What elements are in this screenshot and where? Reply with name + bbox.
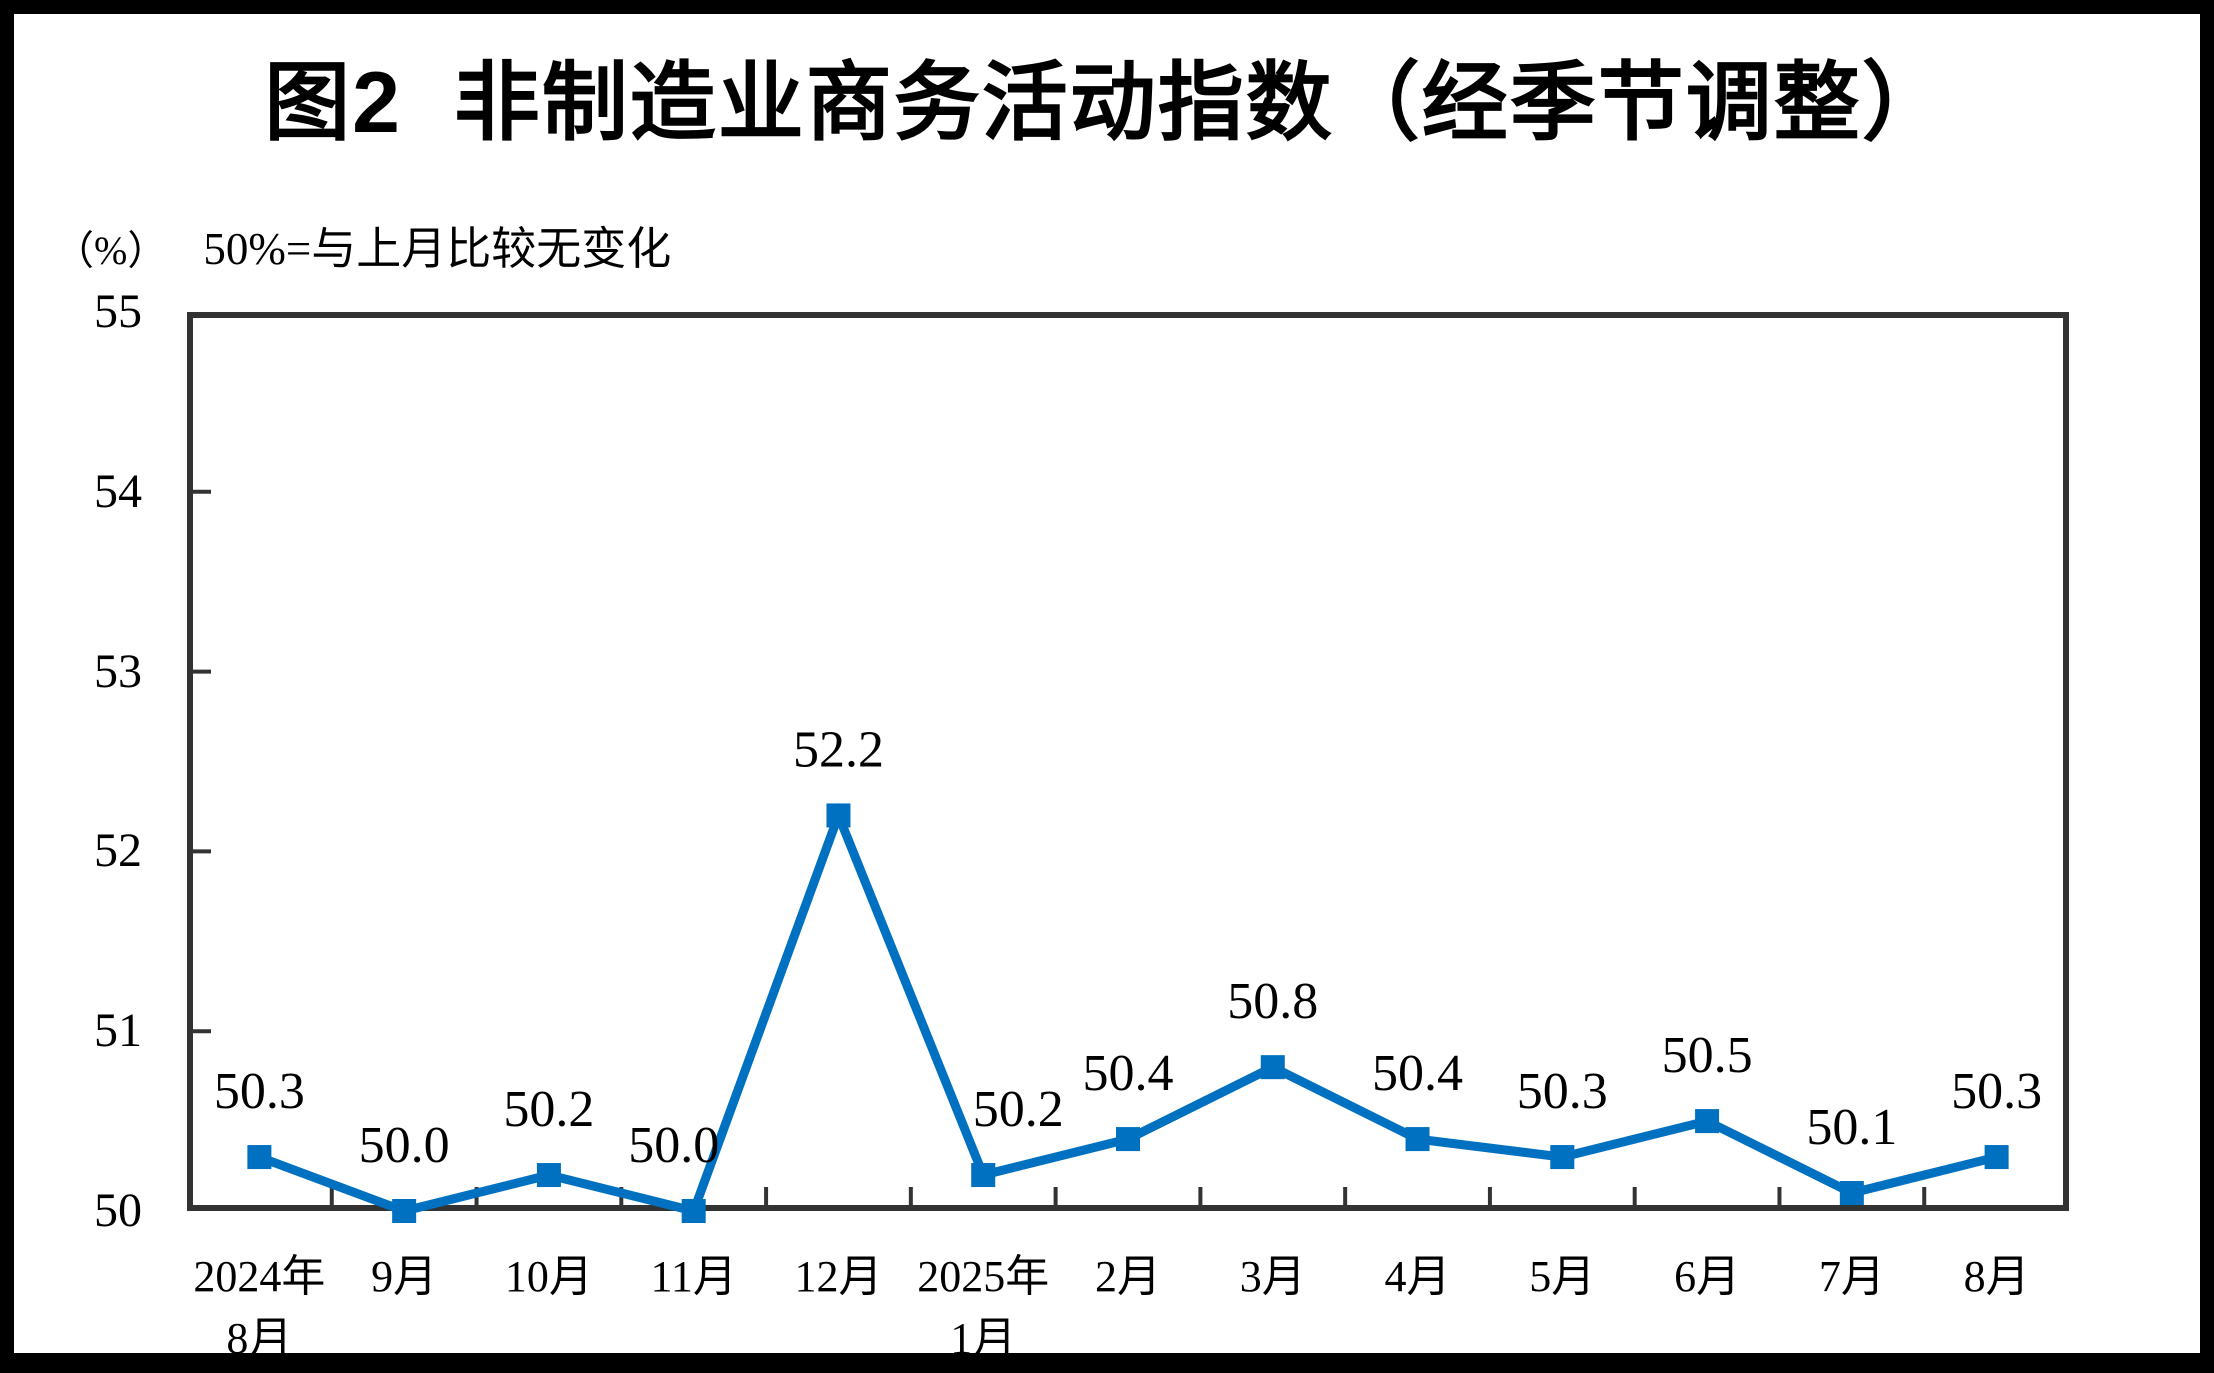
x-axis-tick-label-line: 3月 bbox=[1239, 1252, 1306, 1301]
x-axis-tick-label-line: 12月 bbox=[794, 1252, 883, 1301]
x-axis-tick-label: 7月 bbox=[1732, 1246, 1972, 1308]
data-point-marker bbox=[1550, 1145, 1575, 1170]
x-axis-tick-label-line: 7月 bbox=[1818, 1252, 1885, 1301]
data-point-marker bbox=[536, 1163, 561, 1188]
data-point-marker bbox=[1839, 1181, 1864, 1206]
data-point-label: 50.3 bbox=[1517, 1063, 1608, 1120]
data-point-label: 50.4 bbox=[1372, 1045, 1463, 1102]
data-point-label: 50.3 bbox=[214, 1063, 305, 1120]
x-axis-tick-label-line: 1月 bbox=[950, 1314, 1017, 1363]
y-axis-unit-label: （%） bbox=[54, 228, 168, 273]
data-point-marker bbox=[681, 1199, 706, 1223]
data-point-marker bbox=[1260, 1055, 1285, 1080]
x-axis-tick-label-line: 10月 bbox=[504, 1252, 593, 1301]
y-axis-tick-label: 55 bbox=[94, 285, 142, 338]
data-point-label: 50.1 bbox=[1806, 1099, 1897, 1156]
x-axis-tick-label: 11月 bbox=[574, 1246, 814, 1308]
plot-border bbox=[187, 312, 2069, 1211]
x-axis-tick-label: 2025年 1月 bbox=[863, 1246, 1103, 1363]
data-point-marker bbox=[247, 1145, 272, 1170]
data-point-marker bbox=[1695, 1109, 1720, 1134]
x-axis-tick-label-line: 8月 bbox=[226, 1314, 293, 1363]
data-point-marker bbox=[392, 1199, 417, 1223]
chart-subtitle-row: （%） 50%=与上月比较无变化 bbox=[54, 214, 671, 286]
x-axis-tick-label-line: 8月 bbox=[1963, 1252, 2030, 1301]
y-axis-tick-label: 50 bbox=[94, 1184, 142, 1237]
data-line bbox=[257, 802, 1998, 1217]
x-axis-tick-label: 6月 bbox=[1587, 1246, 1827, 1308]
y-axis-tick-label: 52 bbox=[94, 824, 142, 878]
data-point-marker bbox=[1116, 1127, 1140, 1152]
reference-note: 50%=与上月比较无变化 bbox=[203, 224, 672, 274]
x-axis-tick-label-line: 2月 bbox=[1095, 1252, 1161, 1301]
chart-title: 图2 非制造业商务活动指数（经季节调整） bbox=[264, 55, 1950, 151]
x-axis-tick-label-line: 4月 bbox=[1384, 1252, 1451, 1301]
x-axis-tick-label: 2月 bbox=[1008, 1246, 1248, 1308]
x-axis-tick-label: 4月 bbox=[1298, 1246, 1538, 1308]
x-axis-tick-label: 8月 bbox=[1877, 1246, 2117, 1308]
x-axis-tick-label: 12月 bbox=[718, 1246, 958, 1308]
y-axis-tick-label: 51 bbox=[94, 1004, 142, 1058]
x-axis-tick-label-line: 9月 bbox=[371, 1252, 438, 1301]
data-point-label: 50.4 bbox=[1083, 1045, 1174, 1102]
plot-area: 50.3 50.0 50.2 50.0 52.2 50.2 50.4 50.8 50.4 50.3… bbox=[187, 312, 2069, 1223]
x-axis-tick-label: 10月 bbox=[429, 1246, 669, 1308]
x-axis-tick-label-line: 2024年 bbox=[193, 1252, 326, 1301]
data-point-label: 50.5 bbox=[1662, 1027, 1753, 1084]
data-point-marker bbox=[1984, 1145, 2009, 1170]
y-axis-tick-label: 54 bbox=[94, 464, 142, 518]
data-point-label: 50.0 bbox=[628, 1117, 719, 1174]
data-point-marker bbox=[971, 1163, 996, 1188]
x-axis-tick-label-line: 5月 bbox=[1529, 1252, 1596, 1301]
x-axis-tick-label-line: 2025年 bbox=[917, 1252, 1050, 1301]
data-point-label: 50.0 bbox=[359, 1117, 450, 1174]
x-axis-tick-label-line: 6月 bbox=[1674, 1252, 1741, 1301]
x-axis-tick-label: 3月 bbox=[1153, 1246, 1393, 1308]
x-axis-tick-label: 2024年 8月 bbox=[139, 1246, 379, 1363]
data-point-marker bbox=[826, 803, 851, 828]
data-point-label: 52.2 bbox=[793, 721, 884, 778]
y-axis-tick-label: 53 bbox=[94, 644, 142, 698]
data-point-marker bbox=[1405, 1127, 1430, 1152]
x-axis-tick-label: 5月 bbox=[1442, 1246, 1682, 1308]
x-axis-tick-label: 9月 bbox=[284, 1246, 524, 1308]
data-point-label: 50.3 bbox=[1951, 1063, 2042, 1120]
data-point-label: 50.8 bbox=[1227, 973, 1318, 1030]
data-point-label: 50.2 bbox=[503, 1081, 594, 1138]
data-point-label: 50.2 bbox=[973, 1081, 1064, 1138]
x-axis-tick-label-line: 11月 bbox=[650, 1252, 737, 1301]
